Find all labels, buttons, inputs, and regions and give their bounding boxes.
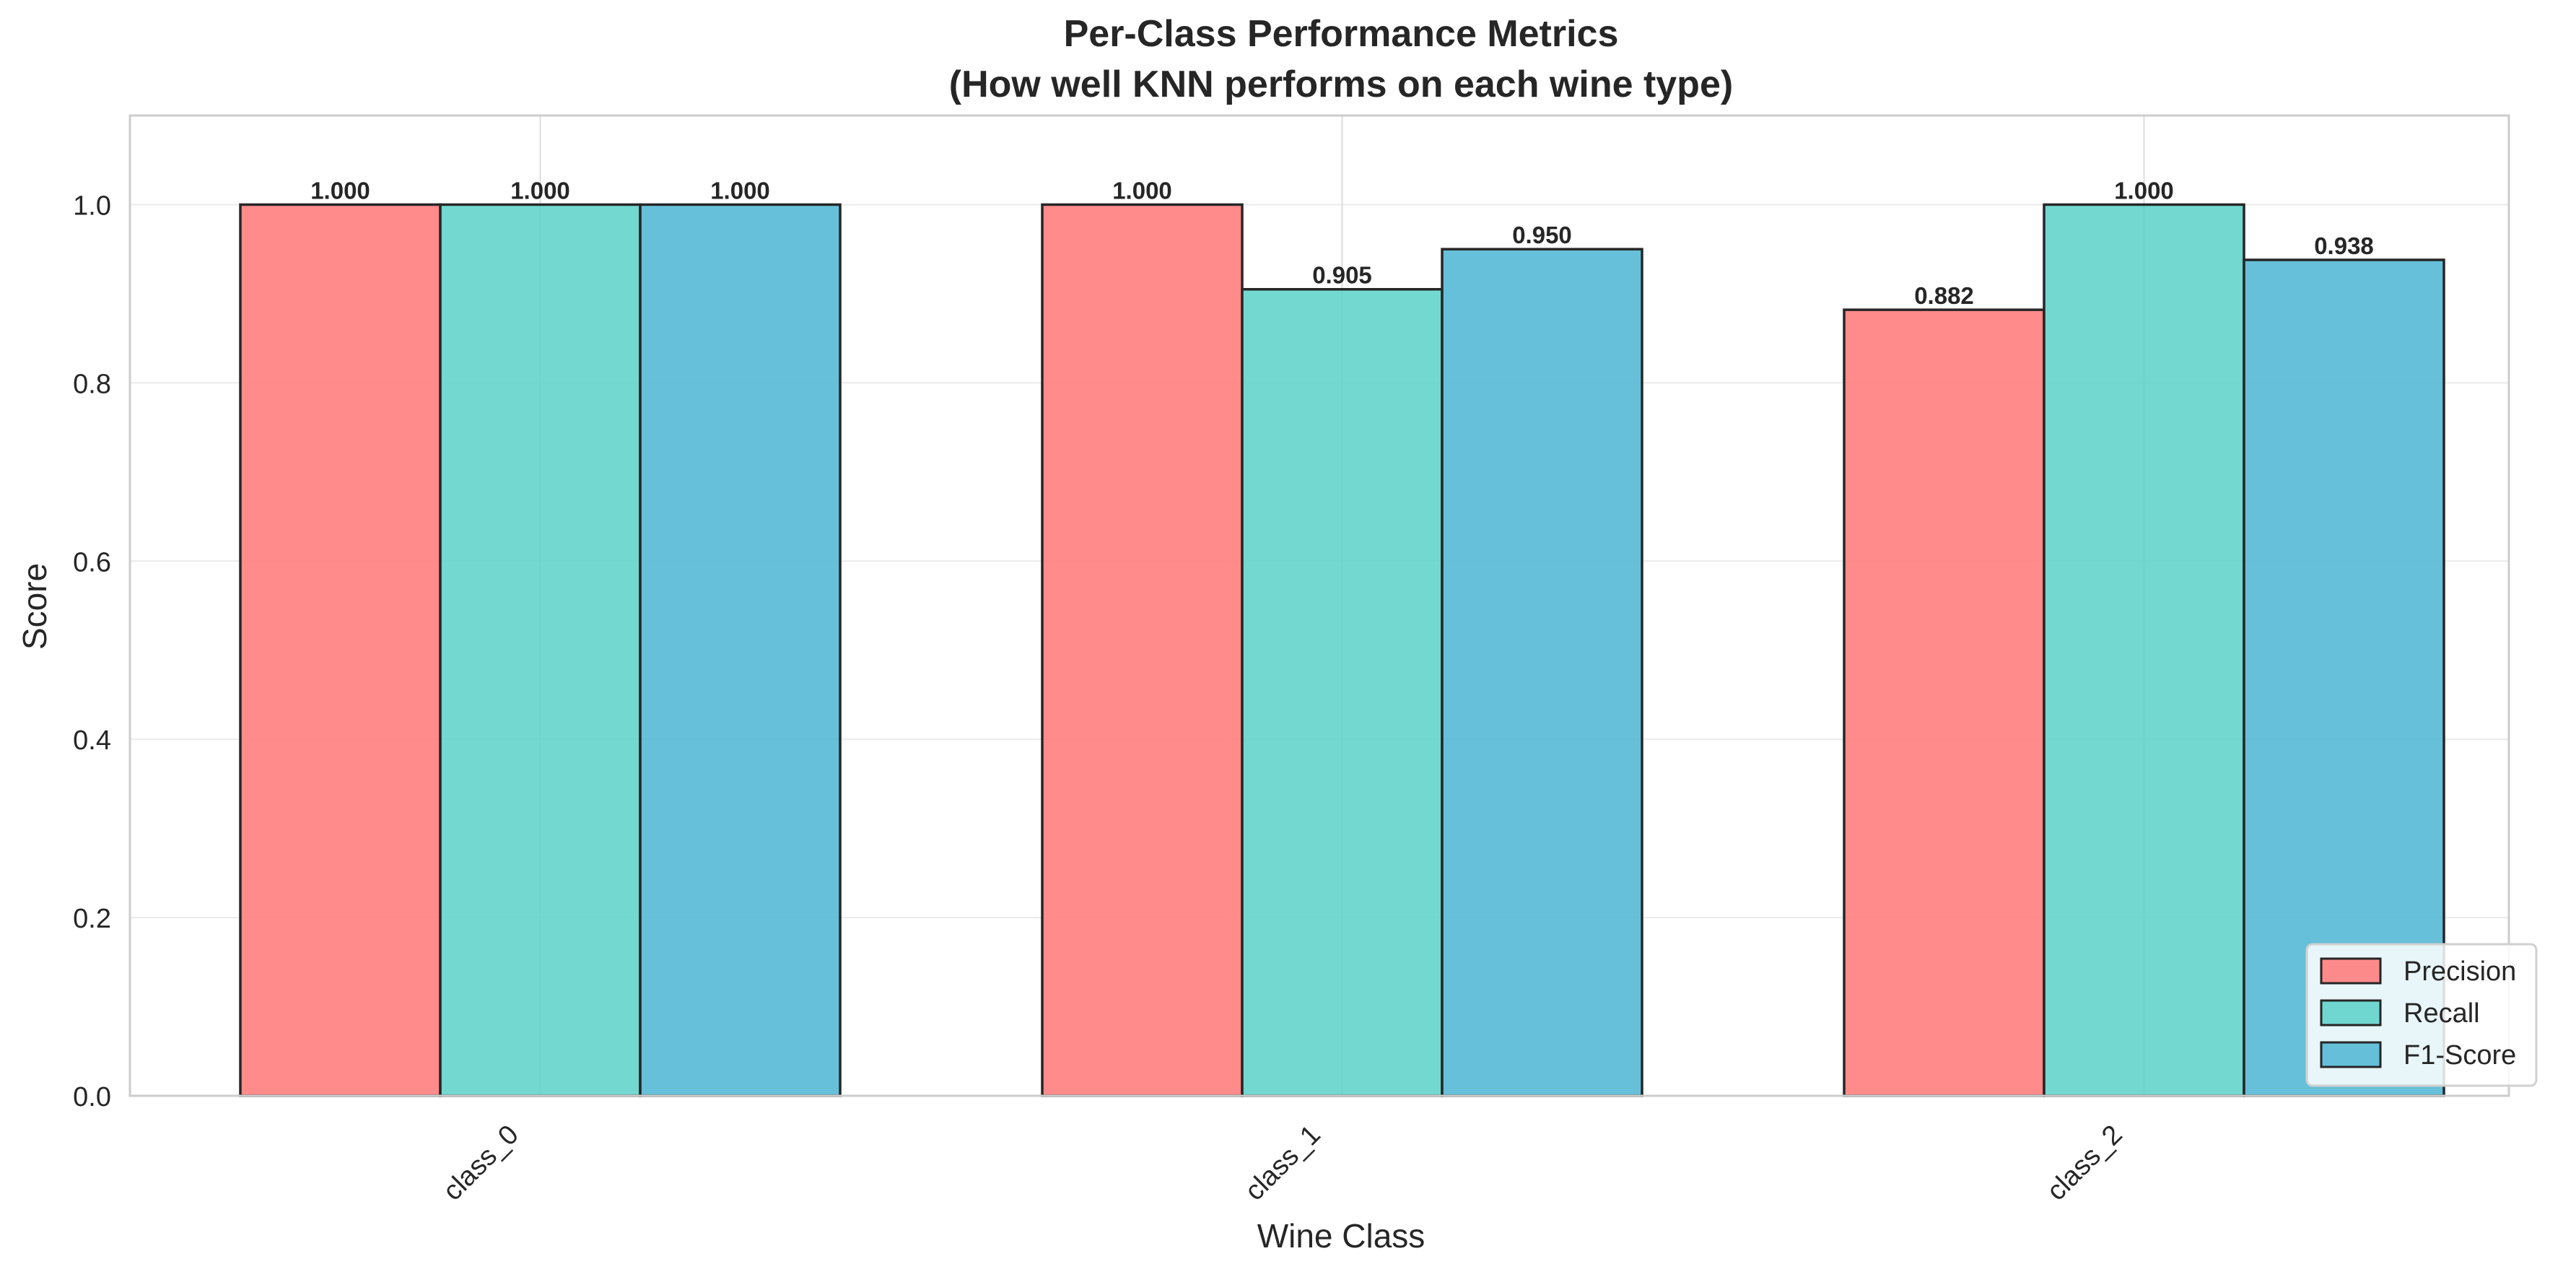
y-tick-label: 1.0 — [73, 191, 111, 221]
y-tick-label: 0.8 — [73, 369, 111, 399]
bar-precision-class_1 — [1041, 203, 1244, 1097]
bar-recall-class_1 — [1241, 287, 1444, 1097]
bar-precision-class_2 — [1843, 308, 2045, 1097]
x-axis-label: Wine Class — [1257, 1217, 1425, 1255]
bar-f1-score-class_1 — [1441, 248, 1643, 1097]
legend: Precision Recall F1-Score — [2305, 943, 2538, 1087]
bar-value-label: 0.938 — [2314, 232, 2374, 259]
bar-value-label: 1.000 — [2114, 177, 2174, 204]
y-ticks: 0.0 0.2 0.4 0.6 0.8 1.0 — [73, 191, 111, 1112]
legend-swatch — [2320, 1041, 2382, 1068]
bar-f1-score-class_0 — [639, 203, 842, 1097]
plot-frame — [128, 114, 2510, 1097]
bar-value-label: 1.000 — [510, 177, 570, 204]
bar-value-label: 0.950 — [1512, 222, 1572, 248]
value-labels: 1.000 1.000 0.882 1.000 0.905 1.000 1.000 0.950… — [310, 177, 2374, 309]
bar-recall-class_0 — [439, 203, 642, 1097]
x-tick-label: class_0 — [437, 1120, 525, 1207]
legend-swatch — [2320, 999, 2382, 1027]
chart-title: Per-Class Performance Metrics — [1064, 13, 1619, 55]
y-tick-label: 0.4 — [73, 725, 111, 756]
chart-subtitle: (How well KNN performs on each wine type… — [949, 64, 1733, 105]
bar-precision-class_0 — [239, 203, 442, 1097]
bar-recall-class_2 — [2043, 203, 2245, 1097]
y-tick-label: 0.0 — [73, 1082, 111, 1112]
y-axis-label: Score — [16, 563, 53, 650]
y-tick-label: 0.2 — [73, 904, 111, 934]
y-tick-label: 0.6 — [73, 547, 111, 578]
legend-label: Recall — [2403, 998, 2480, 1029]
bar-value-label: 1.000 — [310, 177, 370, 204]
x-ticks: class_0 class_1 class_2 — [437, 1120, 2129, 1207]
x-tick-label: class_2 — [2041, 1120, 2129, 1207]
bar-value-label: 1.000 — [710, 177, 770, 204]
legend-label: F1-Score — [2403, 1040, 2516, 1071]
bars — [239, 203, 2445, 1097]
bar-value-label: 1.000 — [1112, 177, 1172, 204]
bar-value-label: 0.882 — [1914, 282, 1974, 309]
x-tick-label: class_1 — [1239, 1120, 1327, 1207]
bar-value-label: 0.905 — [1312, 262, 1372, 289]
legend-label: Precision — [2403, 956, 2516, 987]
legend-swatch — [2320, 957, 2382, 985]
